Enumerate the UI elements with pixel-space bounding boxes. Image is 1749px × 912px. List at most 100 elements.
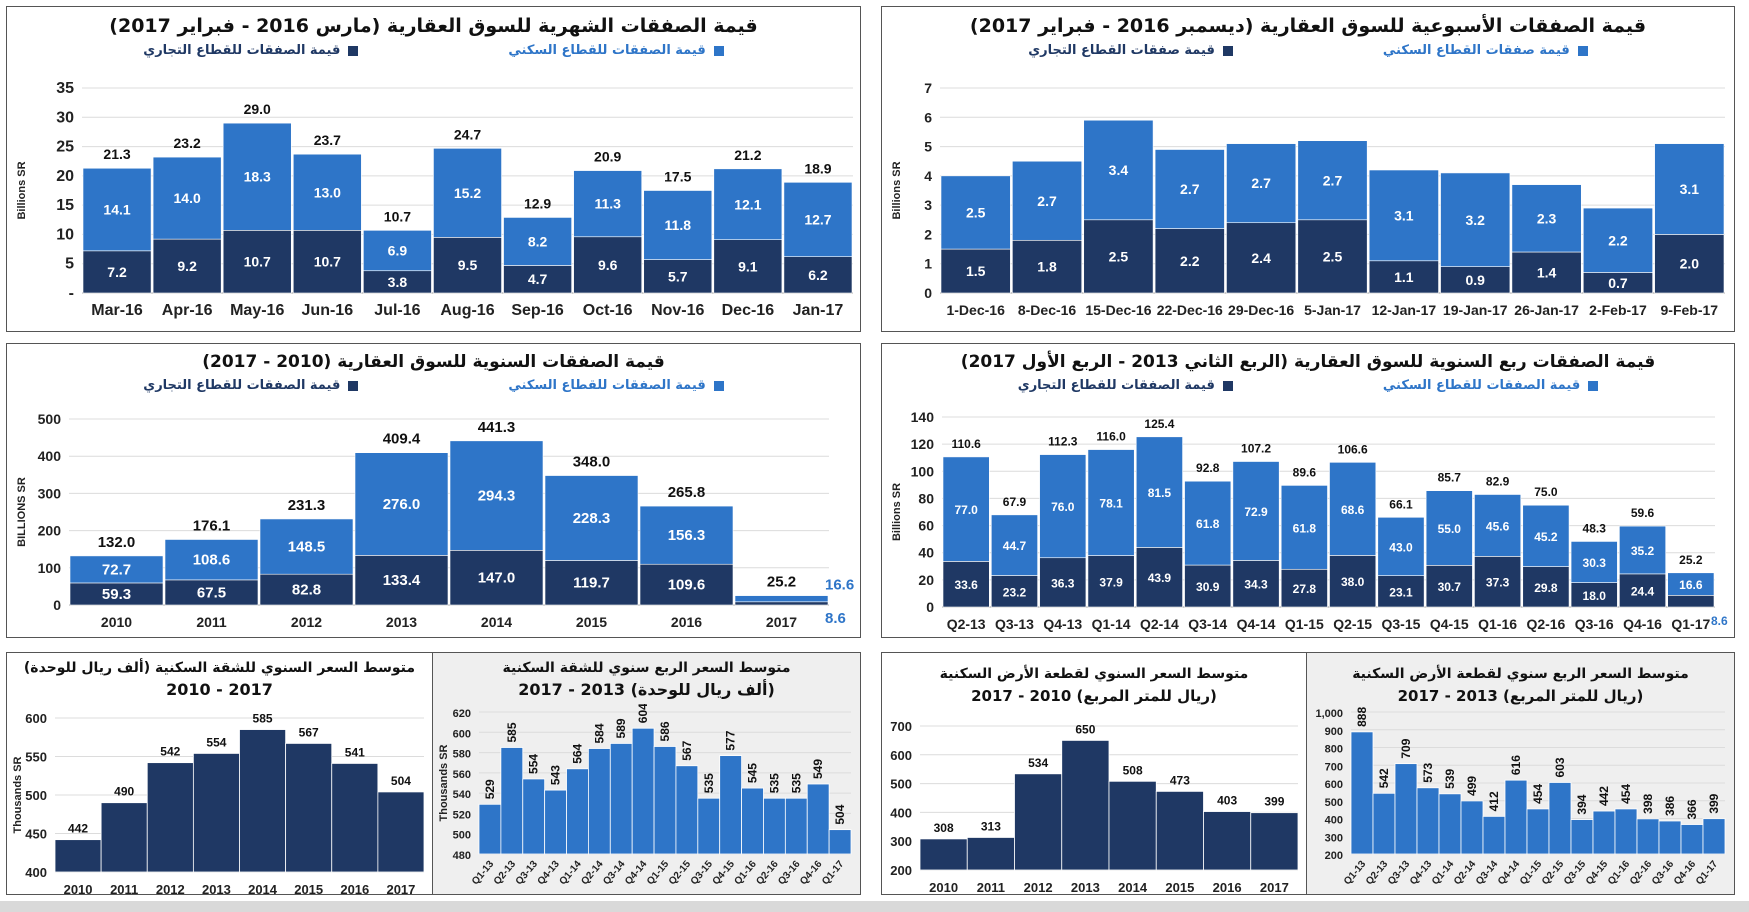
x-tick-label: Q3-16	[1575, 616, 1614, 632]
y-tick-label: 5	[65, 256, 74, 273]
y-tick-label: 200	[890, 863, 912, 878]
total-label: 85.7	[1438, 471, 1462, 485]
bar-segment-residential	[292, 153, 362, 231]
bar	[1592, 810, 1616, 855]
x-tick-label: Q4-15	[711, 859, 738, 888]
x-tick-label: Q2-13	[492, 859, 519, 888]
y-tick-label: 400	[38, 448, 62, 464]
total-label: 67.9	[1003, 495, 1027, 509]
bar-segment-residential	[1377, 516, 1425, 576]
data-label: 584	[592, 723, 606, 743]
data-label: 3.1	[1394, 207, 1414, 223]
bar-segment-commercial	[544, 560, 639, 606]
x-tick-label: Q4-13	[536, 859, 563, 888]
chart-subtitle: (ريال للمتر المربع) 2013 - 2017	[1397, 687, 1644, 705]
x-tick-label: 2014	[248, 882, 278, 894]
data-label: 545	[746, 763, 760, 783]
y-tick-label: 20	[918, 572, 934, 588]
x-tick-label: 2010	[929, 880, 958, 894]
data-label: 43.0	[1389, 540, 1413, 554]
data-label: 72.9	[1244, 505, 1268, 519]
y-axis-label: Thousands SR	[12, 756, 24, 833]
bar-segment-commercial	[152, 238, 222, 294]
bar-segment-commercial	[1377, 575, 1425, 608]
data-label: 18.0	[1583, 589, 1607, 603]
data-label: 709	[1399, 738, 1413, 758]
chart-title: متوسط السعر السنوي للشقة السكنية (ألف ري…	[7, 657, 432, 701]
bar-segment-commercial	[1135, 547, 1183, 608]
legend-swatch	[348, 380, 359, 391]
data-label: 2.5	[966, 204, 986, 220]
bar	[588, 748, 611, 855]
data-label: 10.7	[314, 254, 341, 270]
bar	[741, 787, 764, 855]
data-label: 78.1	[1099, 497, 1123, 511]
total-label: 132.0	[98, 534, 136, 551]
y-tick-label: 700	[890, 719, 912, 734]
x-tick-label: 2-Feb-17	[1589, 302, 1647, 318]
y-tick-label: 4	[924, 168, 932, 184]
data-label: 1.8	[1037, 259, 1057, 275]
data-label: 9.1	[738, 258, 758, 274]
total-label: 176.1	[193, 517, 231, 534]
total-label: 18.9	[804, 160, 831, 176]
x-tick-label: 2017	[386, 882, 415, 894]
total-label: 348.0	[573, 454, 611, 471]
legend-swatch	[713, 45, 724, 56]
data-label: 616	[1509, 755, 1523, 775]
bar-segment-residential	[1329, 462, 1377, 556]
data-label: 24.4	[1631, 584, 1655, 598]
bar	[919, 838, 968, 871]
y-tick-label: 500	[38, 411, 62, 427]
bar	[1702, 818, 1726, 855]
bar-segment-commercial	[639, 563, 734, 606]
total-label: 48.3	[1583, 521, 1607, 535]
data-label: 34.3	[1244, 578, 1268, 592]
x-tick-label: 8-Dec-16	[1018, 302, 1077, 318]
y-tick-label: 0	[924, 285, 932, 301]
x-tick-label: Aug-16	[440, 302, 494, 319]
bar-segment-commercial	[1039, 557, 1087, 608]
bar-segment-commercial	[942, 561, 990, 608]
x-tick-label: 2013	[386, 614, 417, 630]
bar-segment-residential	[713, 168, 783, 241]
bar-segment-commercial	[734, 601, 829, 606]
legend-label: قيمة الصفقات للقطاع التجاري	[143, 43, 341, 58]
bar	[1350, 731, 1374, 855]
data-label: 888	[1355, 707, 1369, 727]
data-label: 1.1	[1394, 269, 1414, 285]
x-tick-label: 2015	[294, 882, 323, 894]
bar-segment-commercial	[1297, 219, 1368, 294]
data-label: 36.3	[1051, 576, 1075, 590]
bar-segment-commercial	[433, 237, 502, 294]
legend-swatch	[1588, 380, 1599, 391]
data-label: 81.5	[1148, 486, 1172, 500]
quarterly-stacked-bar-chart: 0 20 40 60 80 100 120 140 Billions SR Q2-13 33.6 77…	[891, 409, 1728, 632]
data-label: 8.6	[1711, 614, 1728, 628]
x-tick-label: 5-Jan-17	[1304, 302, 1361, 318]
data-label: 8.2	[528, 233, 548, 249]
data-label: 68.6	[1341, 503, 1365, 517]
data-label: 11.3	[594, 196, 621, 212]
x-tick-label: Jul-16	[374, 302, 420, 319]
bar-segment-commercial	[1425, 565, 1473, 608]
data-label: 504	[833, 804, 847, 824]
data-label: 3.4	[1109, 162, 1129, 178]
data-label: 1.5	[966, 263, 986, 279]
y-tick-label: 550	[25, 750, 47, 765]
y-tick-label: 600	[25, 711, 47, 726]
x-tick-label: 2016	[1213, 880, 1242, 894]
y-tick-label: 1	[924, 256, 932, 272]
x-tick-label: Q2-13	[1364, 859, 1391, 888]
y-tick-label: 400	[890, 805, 912, 820]
chart-title-line: متوسط السعر السنوي للشقة السكنية (ألف ري…	[23, 660, 416, 676]
legend-swatch	[348, 45, 359, 56]
bar-segment-commercial	[449, 550, 544, 606]
x-tick-label: Q1-15	[1518, 859, 1545, 888]
data-label: 38.0	[1341, 575, 1365, 589]
chart-subtitle: 2017 - 2010	[166, 680, 273, 699]
bar-segment-commercial	[1226, 222, 1297, 294]
data-label: 2.0	[1680, 256, 1700, 272]
y-tick-label: 25	[56, 139, 74, 156]
legend-swatch	[713, 380, 724, 391]
